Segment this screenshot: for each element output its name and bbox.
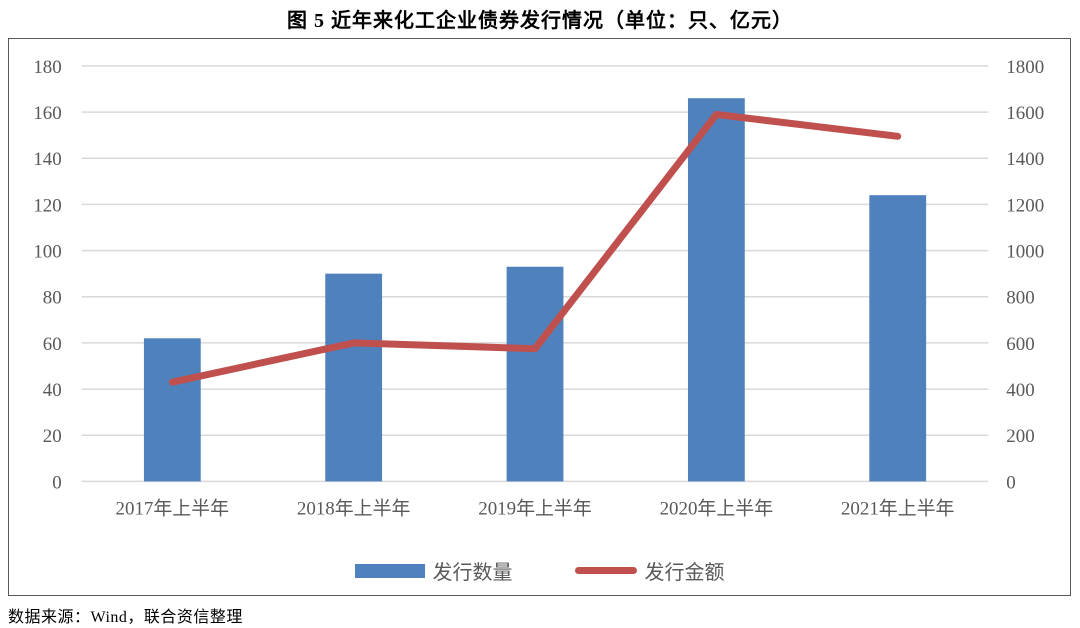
bar (143, 338, 201, 482)
left-axis-tick: 140 (33, 149, 61, 170)
category-label: 2020年上半年 (660, 497, 774, 519)
left-axis-tick: 0 (52, 472, 61, 493)
line-swatch-icon (574, 567, 637, 574)
legend: 发行数量 发行金额 (9, 556, 1070, 585)
right-axis-tick: 1800 (1006, 57, 1044, 78)
right-axis-tick: 200 (1006, 426, 1034, 447)
right-axis-tick: 1000 (1006, 242, 1044, 263)
left-axis-tick: 160 (33, 103, 61, 124)
category-label: 2021年上半年 (841, 497, 955, 519)
left-axis-tick: 180 (33, 57, 61, 78)
right-axis-tick: 800 (1006, 288, 1034, 309)
chart-frame: 180 1800 160 1600 140 1400 120 1200 100 1000 80 800… (8, 38, 1071, 596)
legend-line-label: 发行金额 (644, 562, 725, 584)
category-label: 2018年上半年 (297, 497, 411, 519)
bar (687, 98, 745, 482)
bar (325, 273, 383, 482)
left-axis-tick: 40 (43, 380, 62, 401)
legend-item-bar: 发行数量 (354, 556, 513, 585)
plot-area: 180 1800 160 1600 140 1400 120 1200 100 1000 80 800… (33, 57, 1044, 519)
legend-bar-label: 发行数量 (432, 562, 513, 584)
left-axis-tick: 120 (33, 195, 61, 216)
right-axis-tick: 400 (1006, 380, 1034, 401)
bar (869, 195, 927, 482)
category-label: 2019年上半年 (478, 497, 592, 519)
right-axis-tick: 0 (1006, 472, 1015, 493)
right-axis-tick: 1200 (1006, 195, 1044, 216)
right-axis-tick: 1600 (1006, 103, 1044, 124)
trend-line (168, 110, 902, 386)
source-note: 数据来源：Wind，联合资信整理 (8, 609, 243, 626)
left-axis-tick: 20 (43, 426, 62, 447)
category-label: 2017年上半年 (116, 497, 230, 519)
left-axis-tick: 80 (43, 288, 62, 309)
bar-swatch-icon (354, 563, 425, 578)
bar (506, 266, 564, 482)
right-axis-tick: 600 (1006, 334, 1034, 355)
left-axis-tick: 100 (33, 242, 61, 263)
legend-item-line: 发行金额 (574, 556, 725, 585)
chart-title: 图 5 近年来化工企业债券发行情况（单位：只、亿元） (287, 10, 793, 32)
right-axis-tick: 1400 (1006, 149, 1044, 170)
left-axis-tick: 60 (43, 334, 62, 355)
